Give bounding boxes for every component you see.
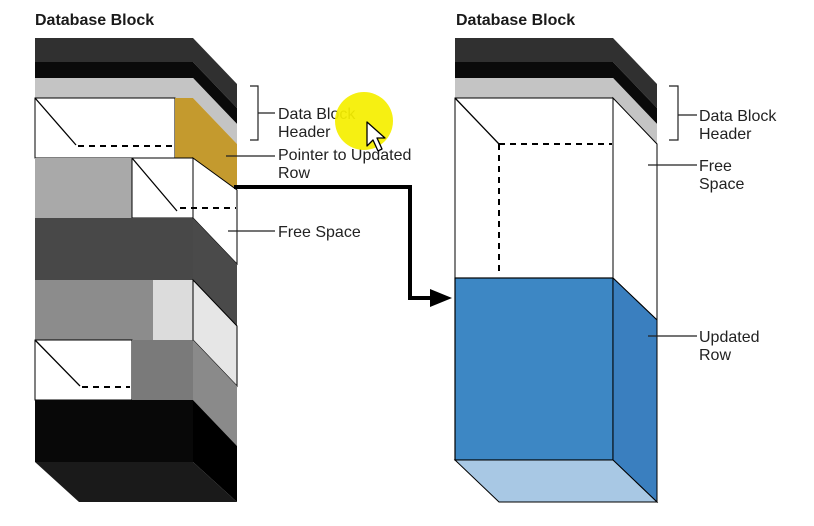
left-side-dark bbox=[193, 218, 237, 326]
cursor-arrow-icon bbox=[366, 121, 386, 152]
left-block-title: Database Block bbox=[35, 12, 155, 29]
left-row-gray-3 bbox=[132, 340, 193, 400]
left-row-gray-2 bbox=[35, 280, 153, 340]
left-bottom-face bbox=[35, 462, 237, 502]
right-free-space-label-line2: Space bbox=[699, 176, 744, 193]
left-row-empty-3 bbox=[34, 339, 133, 401]
left-pointer-cell bbox=[175, 98, 193, 158]
right-side-band-black bbox=[613, 62, 657, 124]
pointer-arrow bbox=[234, 185, 452, 307]
left-row-gray-1 bbox=[35, 158, 132, 218]
cursor-highlight-icon bbox=[335, 92, 393, 150]
left-row-empty-1 bbox=[34, 97, 176, 159]
left-side-band-top bbox=[193, 38, 237, 108]
arrowhead-icon bbox=[430, 289, 452, 307]
left-side-pointer bbox=[193, 98, 237, 190]
left-header-band-light bbox=[35, 78, 193, 98]
right-block-title: Database Block bbox=[456, 12, 576, 29]
left-side-black bbox=[193, 400, 237, 502]
right-free-space-label-line1: Free bbox=[699, 158, 732, 175]
left-side-gray bbox=[193, 340, 237, 446]
right-header-label-line1: Data Block bbox=[699, 108, 777, 125]
left-free-space-label: Free Space bbox=[278, 224, 361, 241]
left-header-band-top bbox=[35, 38, 193, 62]
right-header-label-line2: Header bbox=[699, 126, 752, 143]
pointer-label-line2: Row bbox=[278, 165, 310, 182]
left-header-band-black bbox=[35, 62, 193, 78]
left-side-band-black bbox=[193, 62, 237, 124]
left-header-label-line2: Header bbox=[278, 124, 331, 141]
pointer-label-line1: Pointer to Updated bbox=[278, 147, 411, 164]
right-header-band-top bbox=[455, 38, 613, 62]
right-side-band-top bbox=[613, 38, 657, 108]
right-header-band-light bbox=[455, 78, 613, 98]
right-updated-row-front bbox=[454, 277, 614, 461]
right-database-block bbox=[453, 38, 659, 504]
right-side-band-light bbox=[613, 78, 657, 144]
right-bottom-face bbox=[453, 459, 659, 503]
left-side-band-light bbox=[193, 78, 237, 144]
updated-row-label-line1: Updated bbox=[699, 329, 760, 346]
right-header-band-black bbox=[455, 62, 613, 78]
left-row-black bbox=[35, 400, 193, 462]
left-row-light-1 bbox=[153, 280, 193, 340]
left-row-dark-1 bbox=[35, 218, 193, 280]
right-free-space-front bbox=[454, 97, 614, 279]
left-database-block bbox=[34, 38, 238, 502]
updated-row-label-line2: Row bbox=[699, 347, 731, 364]
